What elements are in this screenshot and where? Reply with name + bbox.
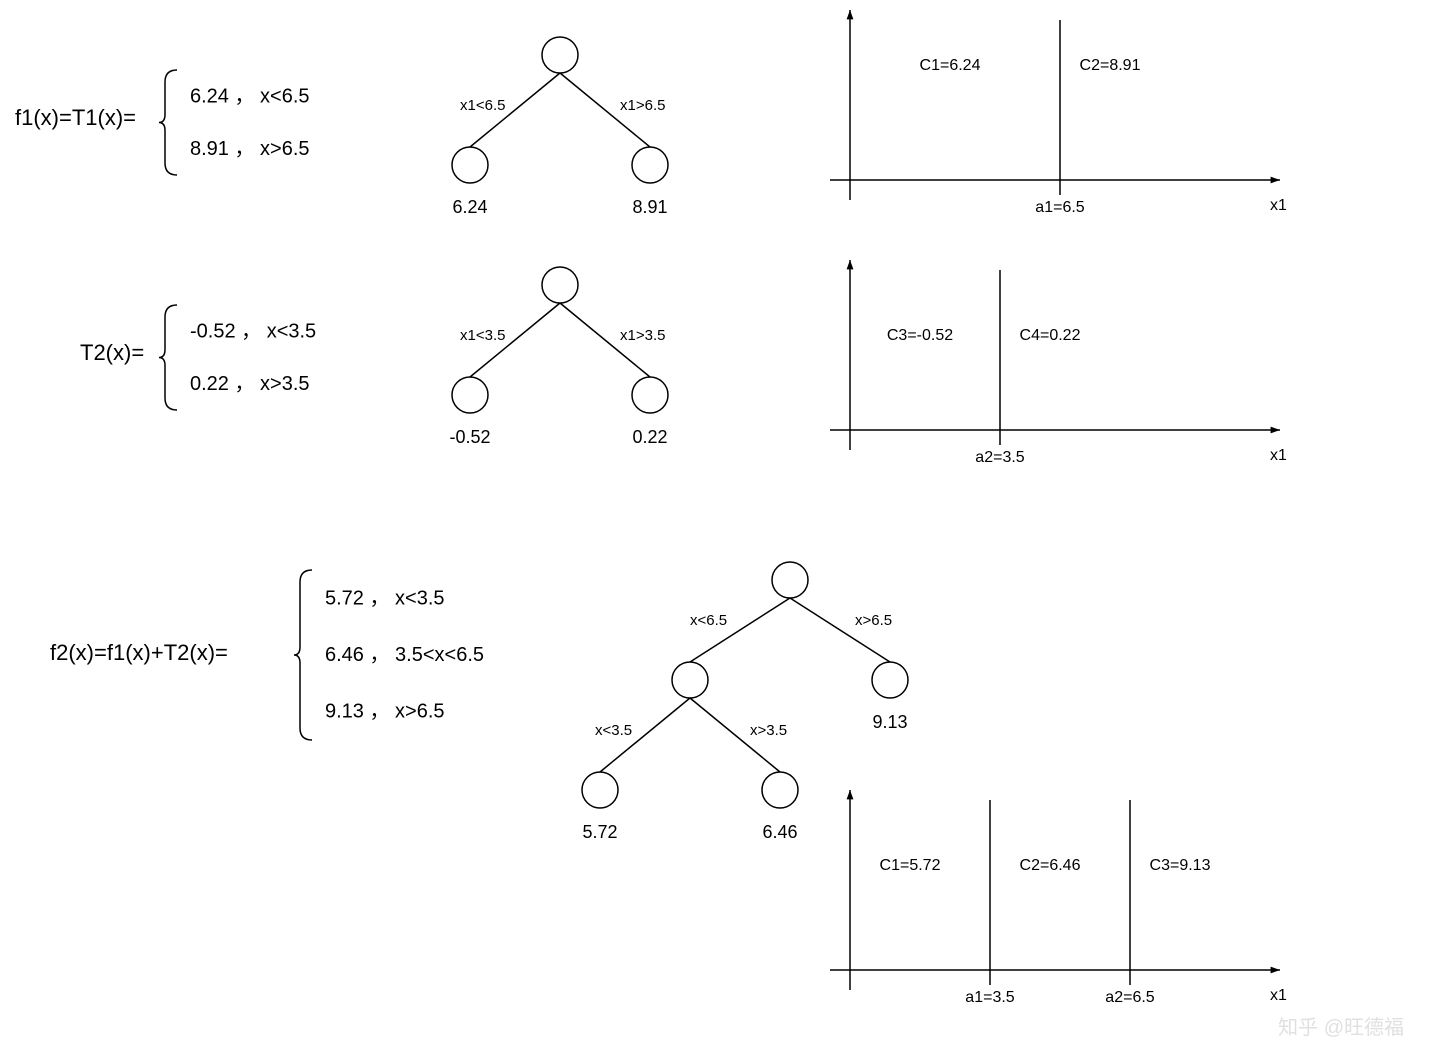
svg-text:f1(x)=T1(x)=: f1(x)=T1(x)= bbox=[15, 105, 136, 130]
svg-text:x1>3.5: x1>3.5 bbox=[620, 327, 665, 344]
svg-text:8.91: 8.91 bbox=[632, 197, 667, 217]
svg-text:a2=6.5: a2=6.5 bbox=[1105, 989, 1154, 1006]
svg-text:6.46 ， 3.5<x<6.5: 6.46 ， 3.5<x<6.5 bbox=[325, 644, 484, 666]
svg-text:6.46: 6.46 bbox=[762, 822, 797, 842]
svg-text:C2=8.91: C2=8.91 bbox=[1080, 57, 1141, 74]
svg-text:x1: x1 bbox=[1270, 197, 1287, 214]
svg-text:x1<6.5: x1<6.5 bbox=[460, 97, 505, 114]
svg-text:x<6.5: x<6.5 bbox=[690, 612, 727, 629]
svg-text:a1=3.5: a1=3.5 bbox=[965, 989, 1014, 1006]
svg-text:x>6.5: x>6.5 bbox=[855, 612, 892, 629]
svg-text:5.72 ， x<3.5: 5.72 ， x<3.5 bbox=[325, 587, 445, 609]
svg-text:x<3.5: x<3.5 bbox=[595, 722, 632, 739]
watermark: 知乎 @旺德福 bbox=[1278, 1011, 1404, 1040]
svg-text:9.13 ， x>6.5: 9.13 ， x>6.5 bbox=[325, 701, 445, 723]
svg-text:C1=6.24: C1=6.24 bbox=[920, 57, 981, 74]
svg-text:8.91 ， x>6.5: 8.91 ， x>6.5 bbox=[190, 138, 310, 160]
svg-text:6.24: 6.24 bbox=[452, 197, 487, 217]
svg-text:5.72: 5.72 bbox=[582, 822, 617, 842]
svg-text:a2=3.5: a2=3.5 bbox=[975, 449, 1024, 466]
svg-text:f2(x)=f1(x)+T2(x)=: f2(x)=f1(x)+T2(x)= bbox=[50, 640, 228, 665]
svg-text:-0.52: -0.52 bbox=[449, 427, 490, 447]
svg-text:C4=0.22: C4=0.22 bbox=[1020, 327, 1081, 344]
svg-text:6.24 ， x<6.5: 6.24 ， x<6.5 bbox=[190, 85, 310, 107]
svg-text:a1=6.5: a1=6.5 bbox=[1035, 199, 1084, 216]
svg-text:C3=9.13: C3=9.13 bbox=[1150, 857, 1211, 874]
svg-text:x1<3.5: x1<3.5 bbox=[460, 327, 505, 344]
svg-text:x1: x1 bbox=[1270, 447, 1287, 464]
svg-text:T2(x)=: T2(x)= bbox=[80, 340, 144, 365]
svg-text:C1=5.72: C1=5.72 bbox=[880, 857, 941, 874]
svg-text:0.22 ， x>3.5: 0.22 ， x>3.5 bbox=[190, 373, 310, 395]
diagram-canvas: f1(x)=T1(x)= 6.24 ， x<6.5 8.91 ， x>6.5 x1<6… bbox=[0, 0, 1444, 1060]
svg-text:9.13: 9.13 bbox=[872, 712, 907, 732]
svg-text:-0.52 ， x<3.5: -0.52 ， x<3.5 bbox=[190, 320, 316, 342]
svg-text:C3=-0.52: C3=-0.52 bbox=[887, 327, 953, 344]
svg-text:x1>6.5: x1>6.5 bbox=[620, 97, 665, 114]
svg-text:x1: x1 bbox=[1270, 987, 1287, 1004]
svg-text:C2=6.46: C2=6.46 bbox=[1020, 857, 1081, 874]
svg-text:x>3.5: x>3.5 bbox=[750, 722, 787, 739]
svg-text:0.22: 0.22 bbox=[632, 427, 667, 447]
